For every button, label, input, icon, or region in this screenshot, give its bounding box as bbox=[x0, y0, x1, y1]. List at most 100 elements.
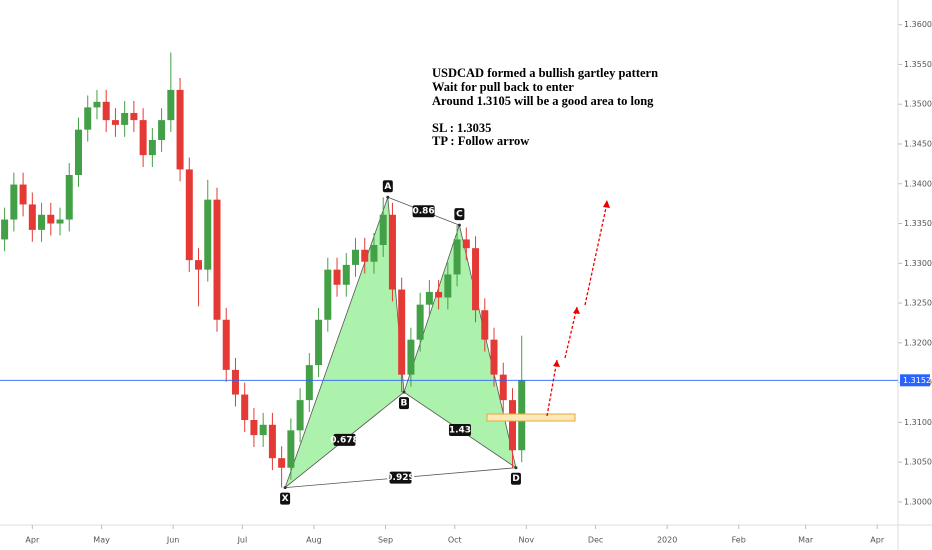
x-tick-label: Apr bbox=[870, 536, 885, 545]
candle-body bbox=[425, 291, 433, 305]
candle-body bbox=[416, 304, 424, 340]
x-tick-label: Aug bbox=[306, 536, 322, 545]
candle-body bbox=[213, 199, 221, 320]
last-price-box bbox=[900, 374, 930, 387]
y-tick-label: 1.30000 bbox=[904, 497, 932, 506]
point-badge bbox=[510, 472, 521, 485]
annotation: USDCAD formed a bullish gartley pattern … bbox=[432, 66, 658, 148]
arrow-head bbox=[603, 200, 610, 208]
note-line: Wait for pull back to enter bbox=[432, 80, 574, 94]
candle-body bbox=[56, 219, 64, 224]
candle-body bbox=[19, 184, 27, 205]
note-line: USDCAD formed a bullish gartley pattern bbox=[432, 66, 658, 80]
point-badge bbox=[382, 180, 393, 193]
arrow bbox=[564, 306, 578, 359]
candle-body bbox=[204, 199, 212, 270]
candle-body bbox=[74, 129, 82, 175]
pattern-point bbox=[514, 466, 518, 470]
pattern-point bbox=[457, 223, 461, 227]
candle-body bbox=[462, 239, 470, 249]
target-arrows bbox=[546, 202, 608, 417]
candle-body bbox=[139, 120, 147, 156]
last-price-label: 1.31529 bbox=[903, 376, 932, 385]
pattern-point bbox=[402, 390, 406, 394]
candle-body bbox=[185, 169, 193, 261]
candle-body bbox=[333, 269, 341, 285]
y-tick-label: 1.35500 bbox=[904, 60, 932, 69]
x-tick-label: Nov bbox=[519, 536, 535, 545]
candle-body bbox=[121, 112, 129, 125]
ratio-badge bbox=[448, 423, 471, 436]
candle-body bbox=[268, 424, 276, 459]
x-tick-label: Dec bbox=[588, 536, 603, 545]
y-tick-label: 1.35000 bbox=[904, 100, 932, 109]
ratio-label: 0.678 bbox=[330, 435, 358, 445]
candle-body bbox=[65, 175, 73, 220]
candle-body bbox=[158, 120, 166, 140]
pattern-point bbox=[386, 195, 390, 199]
x-tick-label: Jul bbox=[237, 536, 248, 545]
note-line: Around 1.3105 will be a good area to lon… bbox=[432, 94, 654, 108]
point-badge bbox=[398, 397, 409, 410]
candle-body bbox=[388, 214, 396, 290]
candle-body bbox=[10, 184, 18, 220]
x-tick-label: Sep bbox=[378, 536, 393, 545]
candle-body bbox=[278, 458, 286, 468]
y-tick-label: 1.32500 bbox=[904, 299, 932, 308]
candle-body bbox=[1, 219, 9, 240]
candle-body bbox=[130, 112, 138, 121]
candle-body bbox=[259, 424, 267, 436]
ratio-label: 1.43 bbox=[449, 425, 471, 435]
x-tick-label: Apr bbox=[25, 536, 40, 545]
candle-body bbox=[176, 89, 184, 170]
candle-body bbox=[490, 339, 498, 375]
y-tick-label: 1.33500 bbox=[904, 219, 932, 228]
note-line: SL : 1.3035 bbox=[432, 121, 491, 135]
ratio-badge bbox=[389, 471, 412, 484]
candle-body bbox=[305, 365, 313, 401]
ratio-label: 0.929 bbox=[386, 473, 414, 483]
candle-body bbox=[231, 369, 239, 395]
candle-body bbox=[324, 269, 332, 320]
point-badge bbox=[454, 208, 465, 221]
arrow bbox=[584, 202, 608, 306]
arrow-head bbox=[573, 307, 580, 314]
candle-body bbox=[38, 214, 46, 230]
point-label: D bbox=[512, 474, 519, 484]
candle-body bbox=[93, 101, 101, 108]
ratio-badge bbox=[333, 433, 356, 446]
arrow-head bbox=[553, 360, 560, 367]
x-tick-label: Jun bbox=[166, 536, 180, 545]
candle-body bbox=[379, 214, 387, 245]
x-tick-label: Oct bbox=[448, 536, 462, 545]
candle-body bbox=[84, 107, 92, 130]
candle-body bbox=[148, 140, 156, 156]
candle-body bbox=[398, 289, 406, 375]
pattern-point bbox=[283, 486, 287, 490]
candle-body bbox=[28, 204, 36, 230]
candle-body bbox=[342, 264, 350, 285]
candle-body bbox=[453, 239, 461, 275]
candle-body bbox=[167, 89, 175, 121]
candle-body bbox=[287, 430, 295, 468]
point-label: X bbox=[282, 494, 289, 504]
candle-body bbox=[481, 310, 489, 340]
arrow bbox=[546, 359, 558, 417]
point-badge bbox=[280, 492, 291, 505]
candle-body bbox=[370, 245, 378, 262]
y-tick-label: 1.32000 bbox=[904, 338, 932, 347]
arrow-heads bbox=[553, 200, 610, 367]
candle-body bbox=[508, 400, 516, 451]
candle-body bbox=[435, 291, 443, 298]
point-label: A bbox=[384, 182, 391, 192]
candle-body bbox=[111, 120, 119, 125]
candle-body bbox=[472, 248, 480, 311]
candle-body bbox=[407, 339, 415, 375]
x-tick-label: 2020 bbox=[657, 536, 677, 545]
candle-body bbox=[250, 420, 258, 436]
candle-body bbox=[315, 319, 323, 366]
candle-body bbox=[296, 400, 304, 431]
candle-body bbox=[47, 214, 55, 224]
entry-zone bbox=[486, 413, 576, 422]
